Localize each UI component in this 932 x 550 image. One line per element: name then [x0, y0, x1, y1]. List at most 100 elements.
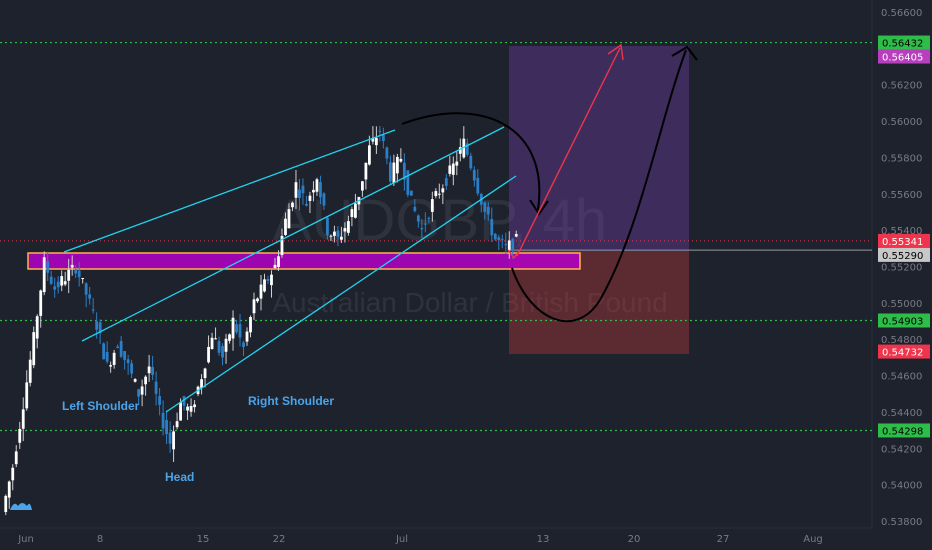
candle-body: [483, 202, 487, 212]
price-tag-label: 0.56405: [882, 53, 923, 64]
candle-body: [319, 182, 322, 198]
candle-body: [14, 451, 18, 465]
candle-body: [207, 346, 210, 363]
candle-body: [214, 338, 217, 340]
candle-body: [130, 363, 134, 374]
candle-body: [126, 359, 130, 364]
price-tag-label: 0.54903: [882, 316, 923, 327]
candle-body: [91, 309, 95, 311]
y-tick-label: 0.54800: [881, 335, 922, 346]
candle-body: [210, 337, 214, 350]
candle-body: [392, 162, 396, 183]
x-tick-label: Aug: [803, 534, 823, 545]
candle-body: [266, 279, 270, 281]
candle-body: [347, 221, 350, 233]
entry-marker: [507, 249, 521, 260]
candle-body: [77, 270, 81, 278]
y-tick-label: 0.54200: [881, 444, 922, 455]
candle-body: [18, 429, 22, 443]
candle-body: [395, 156, 399, 174]
candle-body: [231, 317, 235, 339]
channel-upper-line[interactable]: [63, 129, 396, 253]
candle-body: [451, 163, 455, 175]
candle-body: [147, 366, 151, 374]
x-axis-ticks: Jun 8 15 22 Jul 13 20 27 Aug: [17, 534, 823, 545]
candle-body: [361, 181, 364, 191]
x-tick-label: Jul: [395, 534, 408, 545]
candle-body: [28, 359, 32, 383]
candle-body: [378, 130, 382, 132]
candle-body: [472, 169, 476, 181]
candle-body: [326, 218, 329, 236]
channel-lower-line[interactable]: [165, 175, 517, 413]
channel-middle-line[interactable]: [81, 126, 505, 342]
horizontal-levels: [0, 41, 872, 432]
candle-body: [486, 207, 490, 215]
left-shoulder-label: Left Shoulder: [62, 399, 140, 413]
candle-body: [116, 346, 120, 349]
candle-body: [427, 218, 431, 220]
candle-body: [469, 155, 473, 169]
candle-body: [409, 190, 413, 196]
candle-body: [182, 396, 186, 406]
y-axis-ticks: 0.53800 0.54000 0.54200 0.54400 0.54600 0.548…: [881, 8, 922, 528]
y-tick-label: 0.55200: [881, 263, 922, 274]
candle-body: [497, 237, 501, 241]
candle-body: [294, 182, 298, 198]
candle-body: [434, 191, 438, 197]
drawn-arrows: [401, 43, 698, 323]
head-label: Head: [165, 470, 194, 484]
candle-body: [21, 409, 25, 429]
candle-body: [504, 244, 508, 246]
candle-body: [280, 235, 284, 256]
candle-body: [221, 346, 224, 358]
red-target-arrow[interactable]: [516, 47, 621, 257]
candle-body: [189, 405, 193, 412]
candle-body: [123, 351, 127, 360]
candle-body: [60, 276, 64, 286]
candle-body: [441, 188, 445, 193]
y-tick-label: 0.56200: [881, 81, 922, 92]
candle-body: [430, 199, 434, 212]
candle-body: [151, 367, 155, 375]
candle-body: [56, 281, 60, 288]
support-zone[interactable]: [27, 252, 581, 270]
candle-body: [140, 386, 144, 395]
candle-body: [437, 193, 441, 195]
price-axis[interactable]: [872, 0, 932, 550]
candle-body: [416, 215, 420, 222]
candle-body: [301, 185, 305, 194]
candle-body: [277, 256, 280, 268]
tradingview-logo-icon: [10, 496, 32, 516]
candle-body: [203, 368, 207, 379]
candle-body: [67, 269, 71, 281]
x-tick-label: 27: [717, 534, 730, 545]
up-curve-arrow[interactable]: [511, 49, 687, 323]
candle-body: [402, 162, 406, 180]
candle-body: [458, 147, 462, 154]
target-zone[interactable]: [509, 46, 689, 251]
y-tick-label: 0.55800: [881, 153, 922, 164]
price-tags: 0.56432 0.56405 0.55341 0.55290 0.54903 0.547…: [878, 35, 930, 438]
down-curve-arrow[interactable]: [401, 112, 541, 211]
candle-body: [336, 230, 340, 237]
y-tick-label: 0.54400: [881, 408, 922, 419]
candle-body: [137, 389, 141, 397]
candle-body: [354, 203, 357, 218]
red-target-arrowhead: [607, 43, 624, 61]
y-tick-label: 0.54000: [881, 481, 922, 492]
price-tag: [878, 344, 930, 359]
candle-body: [102, 343, 106, 360]
candle-body: [46, 261, 50, 273]
candle-body: [420, 227, 424, 230]
up-curve-arrowhead: [671, 45, 698, 61]
y-tick-label: 0.55400: [881, 226, 922, 237]
candle-body: [500, 239, 504, 241]
candle-body: [98, 322, 102, 334]
candle-body: [350, 209, 354, 217]
candle-body: [444, 178, 448, 186]
candle-body: [109, 365, 113, 367]
candle-body: [84, 283, 88, 295]
candle-body: [95, 321, 99, 330]
